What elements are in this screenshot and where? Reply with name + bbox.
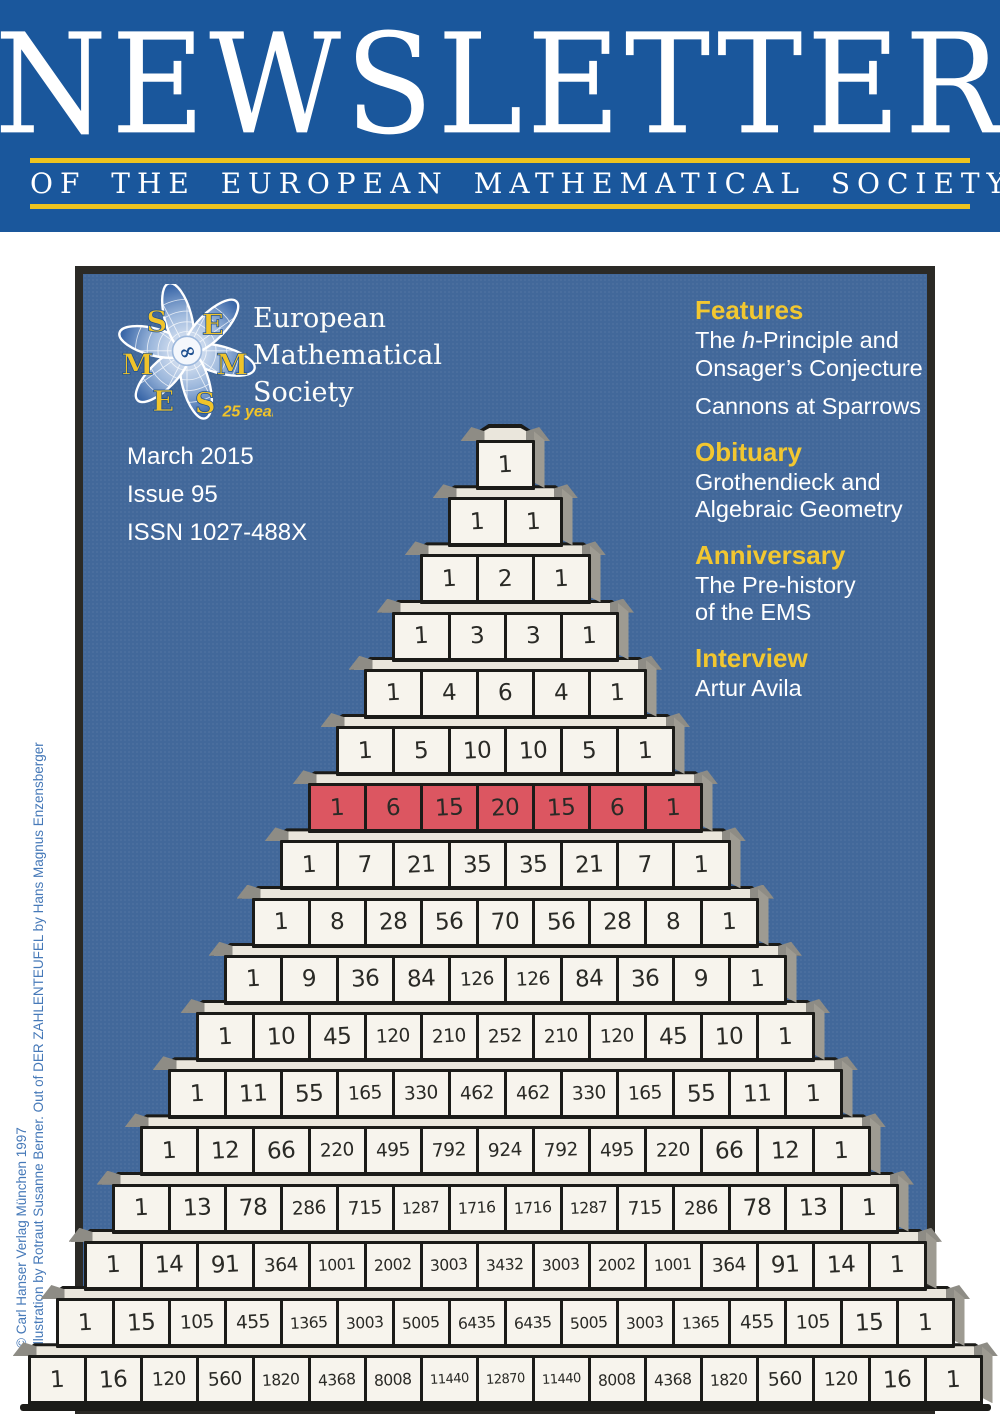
org-name-line: Mathematical	[253, 340, 442, 371]
pascal-number: 1	[945, 1366, 961, 1394]
pascal-number: 1	[49, 1366, 65, 1394]
toc-section: Anniversary The Pre-history of the EMS	[695, 539, 935, 627]
logo-letter: S	[146, 305, 167, 339]
toc-line: Artur Avila	[695, 674, 802, 701]
ems-flower-icon: ∞ S E M M E S 25 years	[118, 281, 287, 422]
logo-letter: M	[216, 348, 248, 382]
org-name-line: European	[253, 303, 387, 334]
issue-number: Issue 95	[127, 481, 218, 508]
issue-info: March 2015 Issue 95 ISSN 1027-488X	[127, 438, 307, 552]
org-name-line: Society	[253, 377, 354, 408]
logo-sphere-icon	[171, 335, 203, 367]
banner-rule-top	[30, 158, 970, 163]
toc-section-title: Features	[695, 295, 804, 325]
toc-group: Cannons at Sparrows	[695, 393, 935, 421]
toc-section: Features The h-Principle and Onsager’s Con…	[695, 296, 935, 421]
toc-section-title: Interview	[695, 642, 808, 673]
toc-group: The Pre-history of the EMS	[695, 572, 935, 627]
issue-issn: ISSN 1027-488X	[127, 519, 308, 546]
toc-section-title: Anniversary	[695, 539, 846, 570]
toc-line: of the EMS	[695, 599, 812, 625]
credit-vertical: Illustration by Rotraut Susanne Berner. …	[13, 742, 47, 1348]
logo-letter: E	[152, 384, 174, 418]
toc-line: The Pre-history	[695, 571, 856, 598]
toc-section-title: Obituary	[695, 436, 802, 467]
credit-line-2: © Carl Hanser Verlag München 1997	[14, 1127, 29, 1348]
toc-line: Algebraic Geometry	[695, 496, 903, 522]
toc-group: Grothendieck and Algebraic Geometry	[695, 469, 935, 524]
toc-line: Grothendieck and	[695, 468, 881, 495]
toc-line: Onsager’s Conjecture	[695, 354, 923, 381]
credit-line-1: Illustration by Rotraut Susanne Berner. …	[31, 742, 46, 1348]
toc-group: Artur Avila	[695, 675, 935, 703]
toc-line: The h-Principle and	[695, 327, 899, 353]
logo-letter: E	[202, 308, 224, 342]
toc-group: The h-Principle and Onsager’s Conjecture	[695, 327, 935, 382]
banner-rule-bottom	[30, 204, 970, 209]
toc-section: Interview Artur Avila	[695, 642, 935, 703]
logo-letter: M	[121, 348, 153, 382]
banner: NEWSLETTER OF THE EUROPEAN MATHEMATICAL …	[0, 0, 1000, 232]
toc: Features The h-Principle and Onsager’s Con…	[695, 296, 935, 719]
issue-date: March 2015	[127, 443, 254, 470]
logo-anniversary: 25 years	[221, 402, 273, 420]
ems-logo: ∞ S E M M E S 25 years	[101, 281, 287, 422]
logo-letter: S	[195, 386, 216, 420]
toc-section: Obituary Grothendieck and Algebraic Geomet…	[695, 436, 935, 524]
banner-subtitle: OF THE EUROPEAN MATHEMATICAL SOCIETY	[30, 167, 1000, 200]
banner-title: NEWSLETTER	[0, 3, 1000, 165]
org-name: European Mathematical Society	[253, 300, 442, 411]
toc-line: Cannons at Sparrows	[695, 393, 921, 419]
